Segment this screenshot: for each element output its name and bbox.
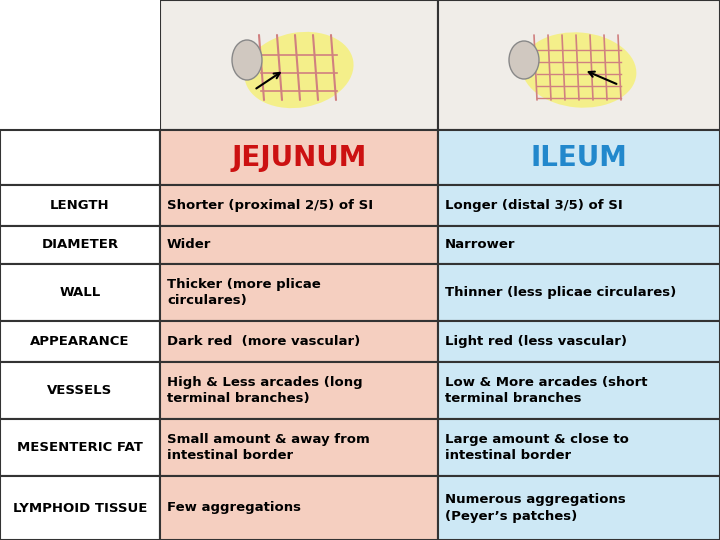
Bar <box>160 321 438 362</box>
Ellipse shape <box>521 32 636 107</box>
Text: Large amount & close to
intestinal border: Large amount & close to intestinal borde… <box>445 433 629 462</box>
Bar <box>160 419 438 476</box>
Bar <box>438 0 720 130</box>
Text: Wider: Wider <box>167 239 212 252</box>
Text: WALL: WALL <box>59 286 101 299</box>
Bar <box>160 362 438 419</box>
Bar <box>0 130 160 185</box>
Bar <box>0 185 160 226</box>
Text: Thicker (more plicae
circulares): Thicker (more plicae circulares) <box>167 278 320 307</box>
Bar <box>160 0 438 130</box>
Bar <box>438 362 720 419</box>
Bar <box>438 321 720 362</box>
Bar <box>0 0 160 130</box>
Text: Small amount & away from
intestinal border: Small amount & away from intestinal bord… <box>167 433 370 462</box>
Ellipse shape <box>245 32 354 108</box>
Text: Dark red  (more vascular): Dark red (more vascular) <box>167 335 360 348</box>
Bar <box>438 185 720 226</box>
Bar <box>0 476 160 540</box>
Text: LENGTH: LENGTH <box>50 199 110 212</box>
Bar <box>0 321 160 362</box>
Text: Low & More arcades (short
terminal branches: Low & More arcades (short terminal branc… <box>445 376 647 405</box>
Text: VESSELS: VESSELS <box>48 384 112 397</box>
Bar <box>0 362 160 419</box>
Text: Few aggregations: Few aggregations <box>167 502 301 515</box>
Bar <box>438 419 720 476</box>
Bar <box>438 130 720 185</box>
Bar <box>0 226 160 264</box>
Ellipse shape <box>509 41 539 79</box>
Text: APPEARANCE: APPEARANCE <box>30 335 130 348</box>
Bar <box>160 130 438 185</box>
Bar <box>438 264 720 321</box>
Bar <box>438 476 720 540</box>
Text: Narrower: Narrower <box>445 239 516 252</box>
Text: ILEUM: ILEUM <box>531 144 627 172</box>
Bar <box>438 226 720 264</box>
Text: Thinner (less plicae circulares): Thinner (less plicae circulares) <box>445 286 676 299</box>
Bar <box>160 226 438 264</box>
Text: LYMPHOID TISSUE: LYMPHOID TISSUE <box>13 502 147 515</box>
Text: MESENTERIC FAT: MESENTERIC FAT <box>17 441 143 454</box>
Text: Shorter (proximal 2/5) of SI: Shorter (proximal 2/5) of SI <box>167 199 373 212</box>
Text: High & Less arcades (long
terminal branches): High & Less arcades (long terminal branc… <box>167 376 363 405</box>
Bar <box>0 264 160 321</box>
Text: Longer (distal 3/5) of SI: Longer (distal 3/5) of SI <box>445 199 623 212</box>
Ellipse shape <box>232 40 262 80</box>
Bar <box>160 264 438 321</box>
Bar <box>160 185 438 226</box>
Bar <box>0 419 160 476</box>
Text: Numerous aggregations
(Peyer’s patches): Numerous aggregations (Peyer’s patches) <box>445 493 626 523</box>
Text: JEJUNUM: JEJUNUM <box>231 144 366 172</box>
Text: Light red (less vascular): Light red (less vascular) <box>445 335 627 348</box>
Bar <box>160 476 438 540</box>
Text: DIAMETER: DIAMETER <box>42 239 119 252</box>
